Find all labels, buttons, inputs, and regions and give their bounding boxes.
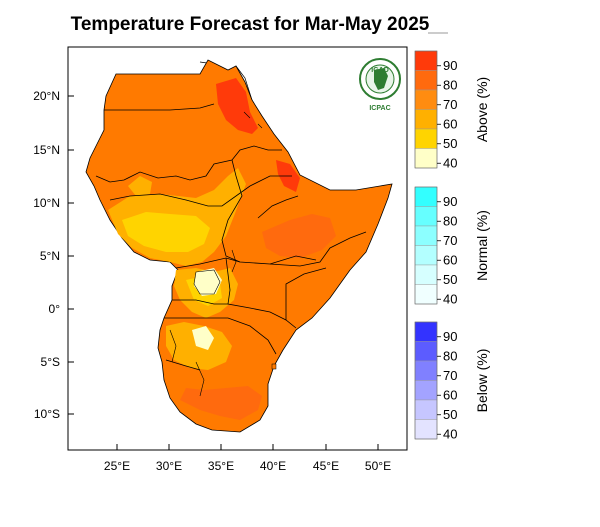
- colorbar-segment: [414, 380, 438, 401]
- lat-tick-label: 0°: [49, 302, 61, 316]
- colorbar-segment: [414, 360, 438, 381]
- colorbar-label: 90: [443, 194, 457, 209]
- lake-outlines: [169, 249, 237, 397]
- colorbar-label: 70: [443, 233, 457, 248]
- colorbar-segment: [414, 341, 438, 362]
- colorbar-label: 80: [443, 213, 457, 228]
- colorbar-label: 70: [443, 97, 457, 112]
- lat-tick-label: 10°S: [34, 407, 60, 421]
- colorbar-label: 40: [443, 291, 457, 306]
- colorbar-segment: [414, 284, 438, 305]
- colorbar-segment: [414, 245, 438, 266]
- colorbar-segment: [414, 321, 438, 342]
- latitude-axis: 20°N 15°N 10°N 5°N 0° 5°S 10°S: [33, 89, 74, 421]
- colorbar-segment: [414, 186, 438, 207]
- lat-tick-label: 5°S: [41, 355, 60, 369]
- colorbar-segment: [414, 225, 438, 246]
- colorbar-segment: [414, 50, 438, 71]
- colorbar-title: Above (%): [474, 77, 490, 142]
- lat-tick-label: 15°N: [33, 143, 60, 157]
- colorbar-segment: [414, 419, 438, 440]
- lon-tick-label: 35°E: [208, 459, 234, 473]
- igad-icpac-logo: IGAD ICPAC: [359, 58, 401, 112]
- colorbar-label: 50: [443, 407, 457, 422]
- colorbar-segment: [414, 399, 438, 420]
- longitude-axis: 25°E 30°E 35°E 40°E 45°E 50°E: [104, 444, 391, 473]
- zone-above-60-sudan: [128, 176, 152, 196]
- lat-tick-label: 10°N: [33, 196, 60, 210]
- colorbar-segment: [414, 148, 438, 169]
- colorbar-label: 60: [443, 116, 457, 131]
- zone-above-80-east: [262, 214, 336, 258]
- zone-above-40-lake-victoria: [194, 268, 222, 296]
- colorbar-segment: [414, 128, 438, 149]
- colorbar-segment: [414, 264, 438, 285]
- logo-bottom-text: ICPAC: [369, 105, 390, 112]
- country-boundaries: [95, 103, 367, 371]
- colorbar-label: 50: [443, 272, 457, 287]
- lat-tick-label: 5°N: [40, 249, 60, 263]
- zone-above-50-ss: [122, 212, 210, 252]
- lon-tick-label: 45°E: [313, 459, 339, 473]
- logo-top-text: IGAD: [371, 67, 389, 74]
- island-zanzibar: [271, 363, 277, 370]
- lon-tick-label: 50°E: [365, 459, 391, 473]
- colorbar-segment: [414, 109, 438, 130]
- islands: [243, 111, 263, 129]
- colorbar-frame: [414, 186, 438, 305]
- colorbar-label: 70: [443, 368, 457, 383]
- colorbar-segment: [414, 70, 438, 91]
- zone-above-40-tanzania: [192, 326, 214, 350]
- colorbars: 90 80 70 60 50 40 Above (%) 90 80 70 60 50 40 Normal …: [414, 50, 490, 441]
- colorbar-label: 60: [443, 387, 457, 402]
- colorbar-label: 80: [443, 77, 457, 92]
- forecast-region: [85, 59, 393, 433]
- colorbar-title: Normal (%): [474, 210, 490, 281]
- map-title: Temperature Forecast for Mar-May 2025: [70, 14, 430, 35]
- lon-tick-label: 30°E: [156, 459, 182, 473]
- colorbar-label: 90: [443, 329, 457, 344]
- lon-tick-label: 25°E: [104, 459, 130, 473]
- colorbar-title: Below (%): [474, 349, 490, 413]
- colorbar-frame: [414, 50, 438, 169]
- colorbar-label: 40: [443, 426, 457, 441]
- lon-tick-label: 40°E: [260, 459, 286, 473]
- zone-above-90-north: [216, 78, 258, 134]
- colorbar-label: 80: [443, 348, 457, 363]
- colorbar-label: 40: [443, 155, 457, 170]
- colorbar-label: 50: [443, 136, 457, 151]
- colorbar-label: 60: [443, 252, 457, 267]
- colorbar-segment: [414, 206, 438, 227]
- colorbar-frame: [414, 321, 438, 440]
- colorbar-label: 90: [443, 58, 457, 73]
- lat-tick-label: 20°N: [33, 89, 60, 103]
- colorbar-segment: [414, 89, 438, 110]
